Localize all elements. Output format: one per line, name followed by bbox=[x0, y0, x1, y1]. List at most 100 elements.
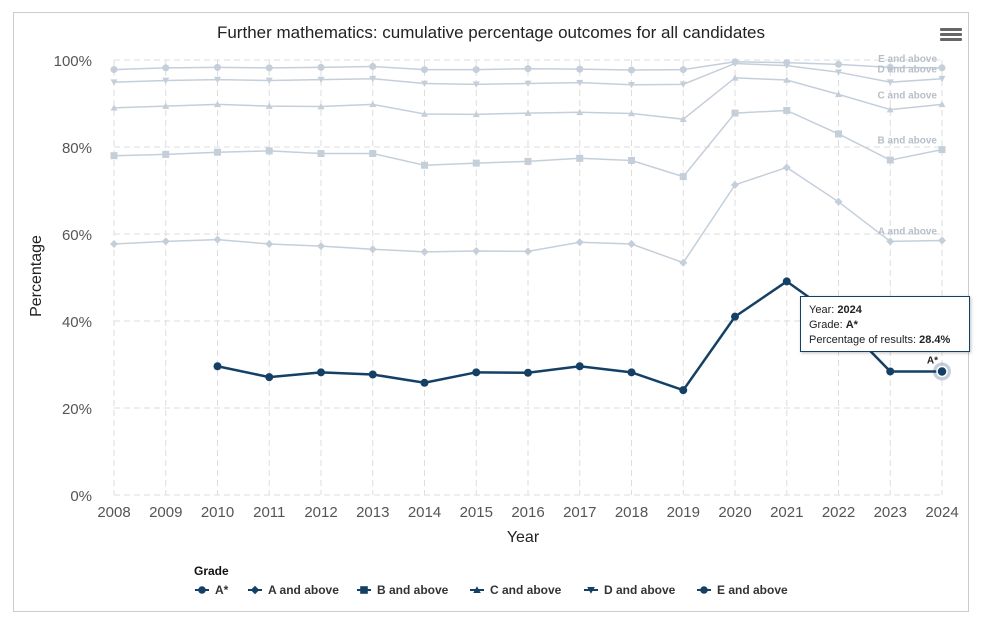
menu-bar-icon bbox=[940, 33, 962, 36]
tooltip-grade-label: Grade: bbox=[809, 319, 843, 331]
end-label-a-and-above: A and above bbox=[878, 227, 938, 238]
data-point bbox=[110, 104, 118, 111]
data-point bbox=[576, 108, 584, 115]
data-point bbox=[731, 180, 739, 189]
x-tick-label: 2022 bbox=[822, 504, 855, 521]
data-point bbox=[162, 150, 170, 158]
x-tick-label: 2016 bbox=[511, 504, 544, 521]
data-point bbox=[472, 246, 481, 255]
data-point bbox=[575, 238, 584, 247]
data-point bbox=[783, 76, 791, 83]
data-point bbox=[835, 130, 842, 138]
legend-item-c-and-above[interactable]: C and above bbox=[470, 583, 562, 597]
legend-marker bbox=[473, 586, 481, 594]
data-point bbox=[679, 258, 688, 267]
data-point bbox=[421, 161, 428, 169]
x-tick-label: 2008 bbox=[97, 504, 130, 521]
data-point bbox=[886, 156, 894, 164]
data-point bbox=[628, 81, 635, 89]
data-point bbox=[627, 240, 636, 249]
data-point bbox=[783, 106, 791, 114]
data-point bbox=[317, 63, 325, 71]
y-tick-label: 20% bbox=[62, 401, 92, 418]
legend-title: Grade bbox=[194, 564, 229, 578]
series-d-and-above bbox=[110, 60, 946, 89]
data-point bbox=[679, 81, 687, 88]
data-point bbox=[524, 247, 532, 256]
menu-bar-icon bbox=[940, 38, 962, 41]
menu-bar-icon bbox=[940, 28, 962, 31]
legend-item-b-and-above[interactable]: B and above bbox=[357, 583, 449, 597]
y-tick-label: 60% bbox=[62, 227, 92, 244]
data-point bbox=[213, 362, 222, 371]
data-point bbox=[420, 247, 429, 256]
x-tick-label: 2021 bbox=[770, 504, 803, 521]
legend-item-a-and-above[interactable]: A and above bbox=[248, 583, 339, 597]
data-point bbox=[731, 312, 739, 321]
data-point bbox=[524, 65, 532, 73]
data-point bbox=[938, 75, 946, 83]
end-label-e-and-above: E and above bbox=[878, 54, 937, 65]
data-point bbox=[265, 147, 273, 155]
data-point bbox=[834, 197, 843, 206]
data-point bbox=[938, 64, 946, 72]
end-label-c-and-above: C and above bbox=[878, 90, 938, 101]
data-point bbox=[214, 100, 221, 108]
x-tick-label: 2011 bbox=[253, 504, 285, 521]
legend-label: E and above bbox=[717, 583, 788, 597]
chart-title: Further mathematics: cumulative percenta… bbox=[217, 23, 765, 42]
data-point bbox=[679, 173, 687, 181]
data-point bbox=[524, 80, 532, 87]
data-point bbox=[369, 63, 377, 71]
data-point bbox=[214, 63, 221, 71]
data-point bbox=[679, 66, 687, 74]
data-point bbox=[576, 79, 584, 87]
x-tick-label: 2024 bbox=[925, 504, 958, 521]
data-point bbox=[628, 156, 635, 164]
data-point bbox=[213, 235, 222, 244]
data-point bbox=[214, 148, 221, 156]
data-point bbox=[472, 159, 480, 167]
data-point bbox=[110, 66, 118, 74]
data-point bbox=[214, 76, 221, 84]
data-point bbox=[368, 370, 377, 379]
legend-item-d-and-above[interactable]: D and above bbox=[584, 583, 676, 597]
data-point bbox=[162, 77, 170, 84]
data-point bbox=[472, 110, 480, 118]
data-point bbox=[783, 62, 791, 70]
series-a-and-above bbox=[110, 163, 946, 267]
data-point bbox=[731, 60, 739, 67]
data-point bbox=[524, 157, 532, 165]
data-point bbox=[110, 152, 118, 160]
y-tick-label: 0% bbox=[70, 488, 92, 505]
data-point bbox=[679, 115, 687, 122]
legend-marker bbox=[700, 586, 708, 594]
data-point bbox=[886, 79, 894, 86]
legend-marker bbox=[250, 585, 260, 595]
data-point bbox=[628, 110, 635, 117]
legend-item-e-and-above[interactable]: E and above bbox=[697, 583, 788, 597]
legend-marker bbox=[360, 586, 368, 594]
data-point bbox=[835, 60, 842, 68]
x-tick-label: 2018 bbox=[615, 504, 648, 521]
data-point bbox=[938, 100, 946, 108]
y-axis-ticks: 0% 20% 40% 60% 80% 100% bbox=[54, 53, 92, 505]
series-c-and-above bbox=[110, 74, 946, 122]
tooltip-result-value: 28.4% bbox=[919, 334, 951, 346]
x-axis-ticks: 2008 2009 2010 2011 2012 2013 2014 2015 2016 2017… bbox=[97, 504, 958, 521]
legend-label: B and above bbox=[377, 583, 449, 597]
x-tick-label: 2010 bbox=[201, 504, 234, 521]
legend-label: D and above bbox=[604, 583, 676, 597]
data-point bbox=[420, 378, 429, 387]
x-tick-label: 2020 bbox=[718, 504, 751, 521]
x-tick-label: 2009 bbox=[149, 504, 182, 521]
chart-menu-button[interactable] bbox=[940, 26, 962, 46]
data-point bbox=[110, 79, 118, 86]
series-b-and-above bbox=[110, 106, 946, 181]
data-point bbox=[161, 237, 170, 246]
data-point bbox=[576, 154, 584, 162]
legend-item-a-star[interactable]: A* bbox=[195, 583, 229, 597]
data-point bbox=[317, 103, 325, 110]
hovered-data-point[interactable] bbox=[936, 365, 948, 378]
